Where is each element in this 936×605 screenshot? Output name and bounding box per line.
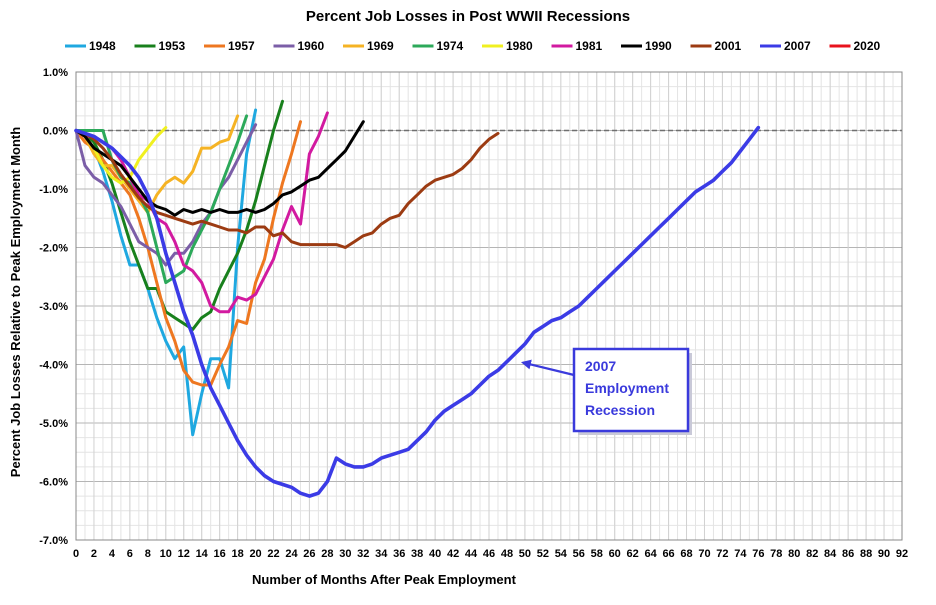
- x-tick-label: 82: [806, 548, 818, 560]
- y-tick-label: -1.0%: [39, 184, 68, 196]
- x-axis-ticks: 0 2 4 6 8 10 12 14 16 18 20 22 24 26 28 30 32 34 36 38 40 42 4…: [73, 548, 908, 560]
- series-line-1953: [74, 99, 284, 331]
- y-tick-label: -4.0%: [39, 360, 68, 372]
- annotation-line-2: Employment: [585, 380, 669, 396]
- x-tick-label: 64: [644, 548, 657, 560]
- x-tick-label: 88: [860, 548, 872, 560]
- x-tick-label: 30: [339, 548, 351, 560]
- x-tick-label: 20: [249, 548, 261, 560]
- legend: 1948 1953 1957 1960 1969 1974 1980 1981 1990 2001…: [65, 39, 881, 53]
- y-tick-label: -6.0%: [39, 477, 68, 489]
- y-tick-label: -3.0%: [39, 301, 68, 313]
- legend-label-1948: 1948: [89, 39, 116, 53]
- series-line-1990: [74, 120, 365, 217]
- y-tick-label: -7.0%: [39, 535, 68, 547]
- x-tick-label: 8: [145, 548, 151, 560]
- series-line-1960: [74, 123, 258, 267]
- legend-label-1974: 1974: [437, 39, 464, 53]
- x-tick-label: 50: [519, 548, 531, 560]
- legend-label-2001: 2001: [715, 39, 742, 53]
- series-line-2007: [74, 125, 761, 498]
- legend-label-1980: 1980: [506, 39, 533, 53]
- x-tick-label: 24: [285, 548, 298, 560]
- annotation-arrow: [520, 359, 575, 377]
- annotation-line-3: Recession: [585, 402, 655, 418]
- x-tick-label: 44: [465, 548, 478, 560]
- x-tick-label: 72: [716, 548, 728, 560]
- x-tick-label: 0: [73, 548, 79, 560]
- x-tick-label: 28: [321, 548, 333, 560]
- x-tick-label: 68: [680, 548, 692, 560]
- x-axis-label: Number of Months After Peak Employment: [252, 572, 517, 587]
- x-tick-label: 66: [662, 548, 674, 560]
- series-lines: [74, 99, 761, 498]
- x-tick-label: 58: [591, 548, 603, 560]
- legend-label-1981: 1981: [576, 39, 603, 53]
- x-tick-label: 56: [573, 548, 585, 560]
- x-tick-label: 26: [303, 548, 315, 560]
- x-tick-label: 80: [788, 548, 800, 560]
- x-tick-label: 38: [411, 548, 423, 560]
- series-line-2001: [74, 129, 500, 249]
- chart-title: Percent Job Losses in Post WWII Recessio…: [306, 8, 630, 25]
- x-tick-label: 52: [537, 548, 549, 560]
- x-tick-label: 48: [501, 548, 513, 560]
- series-line-1957: [74, 120, 302, 387]
- x-tick-label: 14: [196, 548, 209, 560]
- x-tick-label: 54: [555, 548, 568, 560]
- legend-label-1969: 1969: [367, 39, 394, 53]
- x-tick-label: 10: [160, 548, 172, 560]
- x-tick-label: 46: [483, 548, 495, 560]
- x-tick-label: 92: [896, 548, 908, 560]
- series-line-1974: [74, 114, 249, 285]
- y-tick-label: 0.0%: [43, 126, 68, 138]
- y-axis-label: Percent Job Losses Relative to Peak Empl…: [8, 127, 23, 477]
- legend-label-1990: 1990: [645, 39, 672, 53]
- annotation-box: [572, 347, 690, 433]
- x-tick-label: 12: [178, 548, 190, 560]
- annotation-line-1: 2007: [585, 358, 616, 374]
- x-tick-label: 78: [770, 548, 782, 560]
- x-tick-label: 34: [375, 548, 388, 560]
- x-tick-label: 74: [734, 548, 747, 560]
- x-tick-label: 76: [752, 548, 764, 560]
- legend-label-1960: 1960: [298, 39, 325, 53]
- x-tick-label: 2: [91, 548, 97, 560]
- legend-label-2020: 2020: [854, 39, 881, 53]
- x-tick-label: 60: [609, 548, 621, 560]
- x-tick-label: 16: [214, 548, 226, 560]
- annotation-2007: 2007 Employment Recession: [520, 347, 692, 435]
- legend-label-1953: 1953: [159, 39, 186, 53]
- x-tick-label: 36: [393, 548, 405, 560]
- x-tick-label: 90: [878, 548, 890, 560]
- plot-area-frame: [75, 71, 903, 541]
- x-tick-label: 22: [267, 548, 279, 560]
- y-tick-label: 1.0%: [43, 67, 68, 79]
- x-tick-label: 84: [824, 548, 837, 560]
- legend-label-2007: 2007: [784, 39, 811, 53]
- series-line-1948: [74, 108, 258, 437]
- y-tick-label: -5.0%: [39, 418, 68, 430]
- x-tick-label: 70: [698, 548, 710, 560]
- x-tick-label: 86: [842, 548, 854, 560]
- y-tick-label: -2.0%: [39, 243, 68, 255]
- x-tick-label: 32: [357, 548, 369, 560]
- x-tick-label: 62: [627, 548, 639, 560]
- x-tick-label: 6: [127, 548, 133, 560]
- major-gridlines: [75, 71, 903, 541]
- x-tick-label: 40: [429, 548, 441, 560]
- legend-label-1957: 1957: [228, 39, 255, 53]
- x-tick-label: 42: [447, 548, 459, 560]
- x-tick-label: 4: [109, 548, 116, 560]
- y-axis-ticks: 1.0% 0.0% -1.0% -2.0% -3.0% -4.0% -5.0% -6.0% -7…: [39, 67, 68, 547]
- x-tick-label: 18: [231, 548, 243, 560]
